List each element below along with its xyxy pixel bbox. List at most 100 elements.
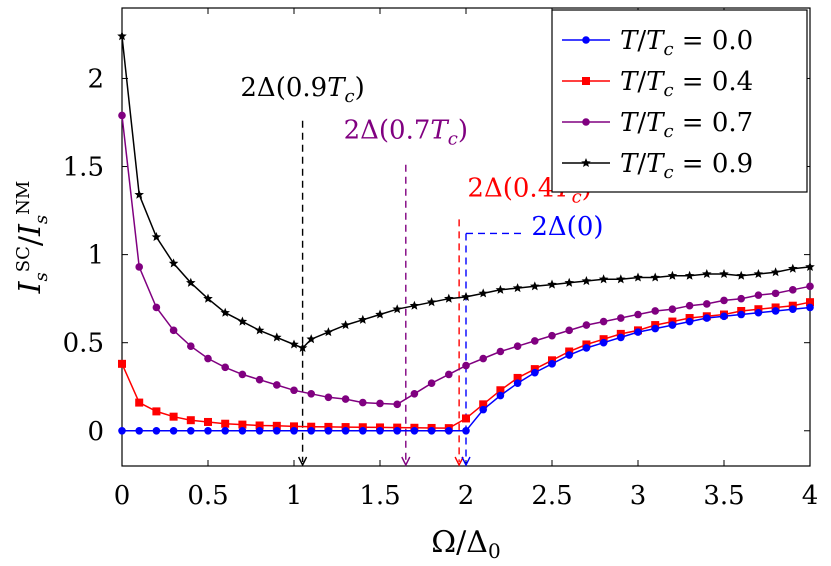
gap-arrow <box>461 456 471 467</box>
x-axis: 0 0.5 1 1.5 2 2.5 3 3.5 4 <box>114 8 818 511</box>
series-group <box>118 303 814 435</box>
data-point <box>582 344 591 352</box>
legend-marker <box>582 77 590 85</box>
data-point <box>633 272 643 282</box>
data-point <box>650 272 660 282</box>
data-point <box>427 379 436 388</box>
data-point <box>651 324 659 333</box>
data-point <box>479 354 488 363</box>
gap-label: 2Δ(0.7Tc) <box>344 115 468 149</box>
gap-label: 2Δ(0) <box>531 212 603 242</box>
data-point <box>753 268 764 279</box>
data-point <box>565 326 573 335</box>
data-point <box>771 289 780 298</box>
data-point <box>702 268 712 279</box>
data-point <box>719 268 729 279</box>
data-point <box>789 305 797 314</box>
data-point <box>307 422 316 431</box>
data-point <box>582 321 591 329</box>
data-point <box>513 342 522 351</box>
data-point <box>237 316 248 326</box>
data-point <box>496 347 505 356</box>
data-point <box>393 400 402 409</box>
data-point <box>806 303 814 312</box>
data-point <box>255 375 264 384</box>
data-point <box>462 414 470 423</box>
data-point <box>307 426 316 435</box>
x-axis-title: Ω/Δ0 <box>431 525 500 563</box>
y-axis-title: IsSC/IsNM <box>13 181 52 295</box>
data-point <box>341 426 350 435</box>
data-point <box>770 267 781 277</box>
data-point <box>581 276 592 286</box>
data-point <box>152 407 161 416</box>
data-point <box>496 391 505 400</box>
data-point <box>272 332 282 342</box>
plot-series <box>117 31 815 435</box>
data-point <box>238 426 247 435</box>
data-point <box>685 317 694 326</box>
data-point <box>297 342 308 353</box>
data-point <box>359 398 367 407</box>
legend: T/Tc = 0.0 T/Tc = 0.4 T/Tc = 0.7 T/Tc = 0.9 <box>551 9 808 193</box>
data-point <box>151 232 162 242</box>
data-point <box>376 399 384 408</box>
data-point <box>462 361 470 370</box>
data-point <box>393 426 402 435</box>
data-point <box>221 426 229 435</box>
data-point <box>169 426 178 435</box>
legend-label: T/Tc = 0.9 <box>620 149 753 183</box>
data-point <box>720 312 728 321</box>
gap-arrow <box>401 456 411 467</box>
data-point <box>272 421 281 430</box>
series-group <box>117 31 815 353</box>
data-point <box>376 426 384 435</box>
data-point <box>290 386 298 395</box>
data-point <box>169 326 178 335</box>
x-tick-label: 0.5 <box>187 481 228 511</box>
data-point <box>444 293 454 303</box>
data-point <box>513 379 522 388</box>
data-point <box>668 321 677 329</box>
data-point <box>118 111 126 120</box>
data-point <box>565 351 573 359</box>
data-point <box>479 405 488 414</box>
data-point <box>204 417 212 426</box>
data-point <box>323 327 334 337</box>
data-point <box>340 320 351 330</box>
y-tick-label: 0.5 <box>63 329 104 359</box>
y-tick-label: 1 <box>87 241 104 271</box>
data-point <box>307 389 316 398</box>
data-point <box>668 305 677 314</box>
x-tick-label: 1.5 <box>359 481 400 511</box>
data-point <box>273 426 281 435</box>
data-point <box>359 426 367 435</box>
data-point <box>788 263 798 273</box>
data-point <box>479 400 488 409</box>
data-point <box>513 373 522 382</box>
series-group <box>118 111 814 409</box>
data-point <box>531 337 539 345</box>
data-point <box>238 420 247 429</box>
data-point <box>617 333 625 342</box>
data-point <box>289 339 299 349</box>
data-point <box>531 368 539 377</box>
gap-annotations: 2Δ(0.9Tc)2Δ(0.7Tc)2Δ(0.4Tc)2Δ(0) <box>240 73 604 467</box>
data-point <box>703 300 711 308</box>
data-point <box>290 426 298 435</box>
data-point <box>410 426 419 435</box>
data-point <box>255 421 264 430</box>
data-point <box>187 426 195 435</box>
data-point <box>410 389 419 398</box>
data-point <box>805 261 815 271</box>
data-point <box>187 342 195 351</box>
data-point <box>754 308 763 317</box>
data-point <box>168 258 179 268</box>
data-point <box>616 274 626 284</box>
data-point <box>685 301 694 310</box>
data-point <box>461 291 471 301</box>
data-point <box>290 422 298 431</box>
data-point <box>478 288 488 298</box>
data-point <box>530 281 540 291</box>
